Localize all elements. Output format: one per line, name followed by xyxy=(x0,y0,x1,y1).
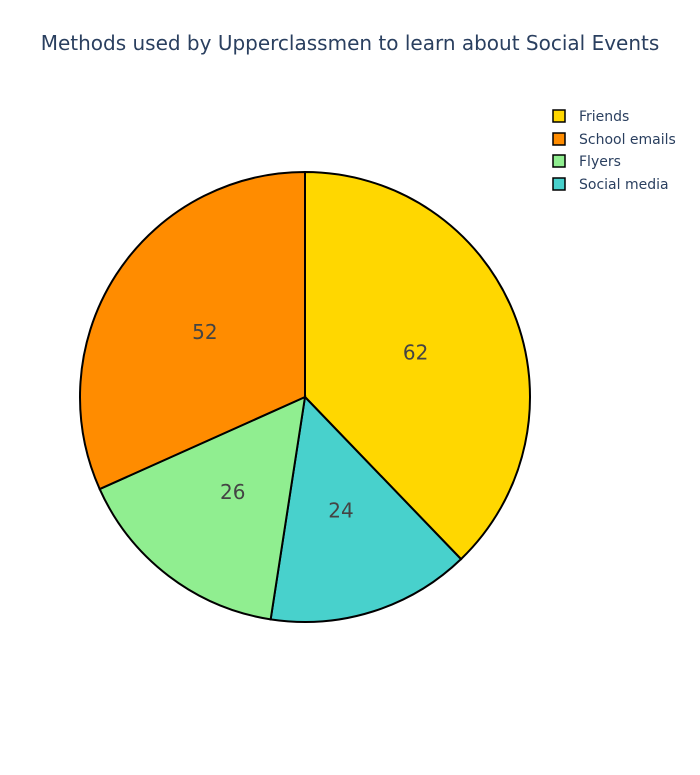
legend-swatch-friends xyxy=(552,109,566,123)
legend-swatch-school-emails xyxy=(552,132,566,146)
legend-item-social-media[interactable]: Social media xyxy=(552,177,669,193)
pie-slice-school-emails[interactable] xyxy=(79,170,306,491)
legend: Friends School emails Flyers Social medi… xyxy=(552,109,676,193)
legend-label-flyers: Flyers xyxy=(579,154,621,170)
legend-item-friends[interactable]: Friends xyxy=(552,109,629,125)
chart-title: Methods used by Upperclassmen to learn a… xyxy=(41,31,660,55)
pie-slices xyxy=(79,170,531,623)
legend-swatch-flyers xyxy=(552,154,566,168)
pie-slice-social-media[interactable] xyxy=(269,394,463,623)
pie-slice-labels: 62 24 26 52 xyxy=(192,320,428,523)
pie-slice-flyers[interactable] xyxy=(98,395,307,621)
slice-label-social-media: 24 xyxy=(328,499,353,523)
slice-label-flyers: 26 xyxy=(220,480,245,504)
legend-item-flyers[interactable]: Flyers xyxy=(552,154,621,170)
legend-swatch-social-media xyxy=(552,177,566,191)
legend-item-school-emails[interactable]: School emails xyxy=(552,132,676,148)
slice-label-school-emails: 52 xyxy=(192,320,217,344)
legend-label-school-emails: School emails xyxy=(579,132,676,148)
pie-slice-friends[interactable] xyxy=(304,170,531,561)
slice-label-friends: 62 xyxy=(403,340,428,364)
legend-label-friends: Friends xyxy=(579,109,629,125)
legend-label-social-media: Social media xyxy=(579,177,669,193)
